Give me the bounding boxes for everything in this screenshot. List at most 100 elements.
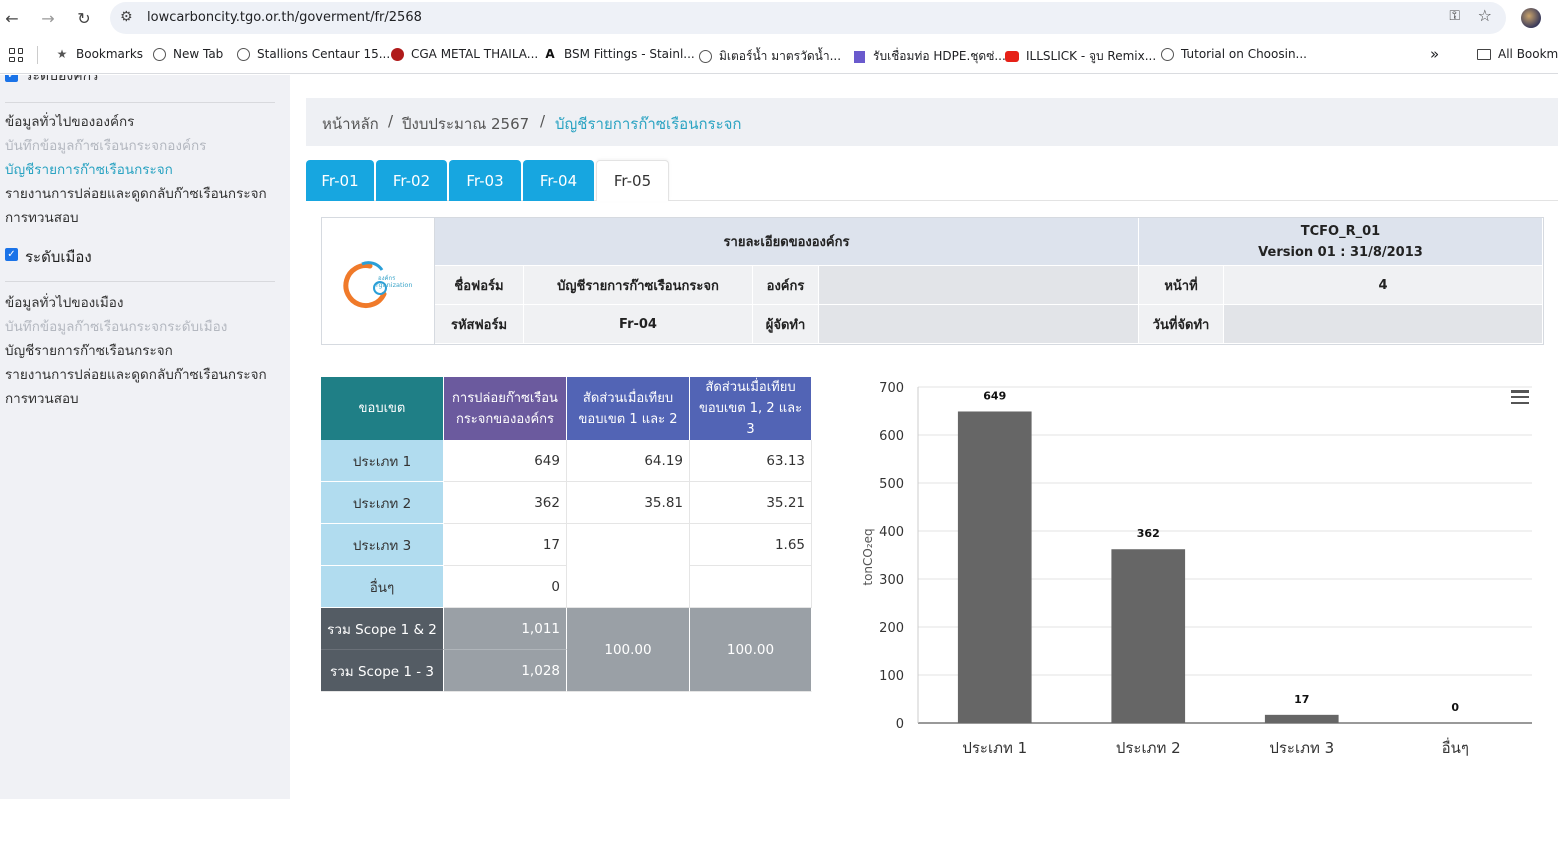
table-row-label: ประเภท 3 [321,524,444,566]
youtube-icon [1005,50,1019,64]
y-tick-label: 700 [879,381,904,396]
y-tick-label: 400 [879,525,904,540]
sidebar-item-org-record[interactable]: บันทึกข้อมูลก๊าซเรือนกระจกองค์กร [5,138,207,154]
more-bookmarks-icon[interactable]: » [1430,45,1440,63]
table-header-scope: ขอบเขต [321,377,444,440]
tab-fr-04[interactable]: Fr-04 [523,160,594,201]
sidebar-item-org-inventory[interactable]: บัญชีรายการก๊าซเรือนกระจก [5,162,173,178]
url-text[interactable]: lowcarboncity.tgo.or.th/goverment/fr/256… [147,10,422,25]
sidebar-section-city: ระดับเมือง [25,248,92,266]
sidebar-item-city-inventory[interactable]: บัญชีรายการก๊าซเรือนกระจก [5,343,173,359]
bookmark-item[interactable]: New Tab [152,47,223,61]
bookmark-item[interactable]: รับเชื่อมท่อ HDPE.ชุดซ่... [852,47,1006,66]
table-header-emission: การปล่อยก๊าซเรือนกระจกขององค์กร [444,377,567,440]
preparer-value [819,305,1139,344]
total-ratio-123: 100.00 [690,608,812,692]
total-scope-123-label: รวม Scope 1 - 3 [321,650,444,692]
data-label: 649 [983,389,1006,402]
address-bar[interactable]: ⚙ lowcarboncity.tgo.or.th/goverment/fr/2… [110,2,1506,34]
breadcrumb-separator: / [388,112,394,130]
bookmark-item[interactable]: ILLSLICK - จูบ Remix... [1005,47,1156,66]
bookmark-item[interactable]: มิเตอร์น้ำ มาตรวัดน้ำ... [698,47,841,66]
bookmark-item[interactable]: ★ Bookmarks [56,47,144,61]
form-code-value: Fr-04 [524,305,753,344]
form-code-label: รหัสฟอร์ม [435,305,524,344]
table-row-label: ประเภท 1 [321,440,444,482]
breadcrumb-year[interactable]: ปีงบประมาณ 2567 [402,115,530,133]
y-tick-label: 200 [879,621,904,636]
table-cell-emission: 649 [444,440,567,482]
y-axis-label: tonCO₂eq [861,528,875,585]
table-row-label: ประเภท 2 [321,482,444,524]
organization-value [819,266,1139,305]
breadcrumb-separator: / [540,112,546,130]
sidebar-section-org: ระดับองค์กร [25,75,99,84]
breadcrumb-current: บัญชีรายการก๊าซเรือนกระจก [555,115,742,133]
form-header-table: องค์กร rganization รายละเอียดขององค์กร T… [321,217,1544,345]
table-cell-ratio-123: 63.13 [690,440,812,482]
data-label: 17 [1294,693,1309,706]
x-tick-label: ประเภท 3 [1269,739,1334,757]
tab-fr-05[interactable]: Fr-05 [596,160,669,201]
globe-icon [152,47,166,61]
sidebar-divider [5,281,275,282]
page-label: หน้าที่ [1139,266,1224,305]
table-header-ratio-123: สัดส่วนเมื่อเทียบขอบเขต 1, 2 และ 3 [690,377,812,440]
table-cell-ratio-12: 35.81 [567,482,690,524]
sidebar-item-city-general[interactable]: ข้อมูลทั่วไปของเมือง [5,295,124,311]
data-label: 0 [1451,701,1459,714]
date-label: วันที่จัดทำ [1139,305,1224,344]
bar [1264,714,1339,723]
sidebar-item-city-report[interactable]: รายงานการปล่อยและดูดกลับก๊าซเรือนกระจก [5,367,267,383]
svg-text:องค์กร: องค์กร [378,274,396,282]
y-tick-label: 100 [879,669,904,684]
back-icon[interactable]: ← [5,8,19,28]
y-tick-label: 300 [879,573,904,588]
total-ratio-12: 100.00 [567,608,690,692]
bookmark-item[interactable]: Tutorial on Choosin... [1160,47,1307,61]
org-level-checkbox[interactable]: ✓ [5,75,18,82]
svg-text:rganization: rganization [376,281,412,289]
table-header-ratio-12: สัดส่วนเมื่อเทียบขอบเขต 1 และ 2 [567,377,690,440]
apps-icon[interactable] [9,48,23,62]
chart-menu-icon[interactable] [1511,390,1529,404]
preparer-label: ผู้จัดทำ [753,305,819,344]
bookmark-star-icon[interactable]: ☆ [1477,6,1492,25]
sidebar-item-org-general[interactable]: ข้อมูลทั่วไปขององค์กร [5,114,135,130]
organization-logo: องค์กร rganization [322,218,435,344]
sidebar-item-city-verify[interactable]: การทวนสอบ [5,391,79,407]
x-tick-label: อื่นๆ [1442,737,1469,757]
table-cell-ratio-123: 1.65 [690,524,812,566]
building-icon [852,50,866,64]
password-key-icon[interactable]: ⚿ [1449,8,1460,24]
tab-fr-01[interactable]: Fr-01 [306,160,374,201]
bookmark-item[interactable]: CGA METAL THAILA... [390,47,538,61]
city-level-checkbox[interactable]: ✓ [5,248,18,261]
reload-icon[interactable]: ↻ [77,8,91,28]
form-template-code: TCFO_R_01 [1300,223,1381,239]
site-info-icon[interactable]: ⚙ [120,9,133,25]
tab-fr-03[interactable]: Fr-03 [449,160,521,201]
globe-icon [1160,47,1174,61]
emissions-bar-chart: 0 100 200 300 400 500 600 700 tonCO₂eq 649 ประเภท … [861,381,1532,757]
cga-icon [390,47,404,61]
star-icon: ★ [56,47,68,61]
total-scope-123-value: 1,028 [444,650,567,692]
emissions-table: ขอบเขต การปล่อยก๊าซเรือนกระจกขององค์กร ส… [321,377,812,692]
bookmarks-bar [0,36,1558,74]
sidebar-item-org-verify[interactable]: การทวนสอบ [5,210,79,226]
bookmark-item[interactable]: Stallions Centaur 15... [236,47,390,61]
bookmark-item[interactable]: A BSM Fittings - Stainl... [543,47,694,61]
y-tick-label: 600 [879,429,904,444]
date-value [1224,305,1543,344]
bookmarks-divider [37,46,38,64]
tab-fr-02[interactable]: Fr-02 [376,160,447,201]
forward-icon[interactable]: → [41,8,55,28]
data-label: 362 [1137,527,1160,540]
sidebar-item-city-record[interactable]: บันทึกข้อมูลก๊าซเรือนกระจกระดับเมือง [5,319,228,335]
all-bookmarks[interactable]: All Bookma [1477,47,1558,61]
profile-avatar[interactable] [1521,8,1541,28]
breadcrumb-home[interactable]: หน้าหลัก [322,115,379,133]
sidebar-item-org-report[interactable]: รายงานการปล่อยและดูดกลับก๊าซเรือนกระจก [5,186,267,202]
page-value: 4 [1224,266,1543,305]
